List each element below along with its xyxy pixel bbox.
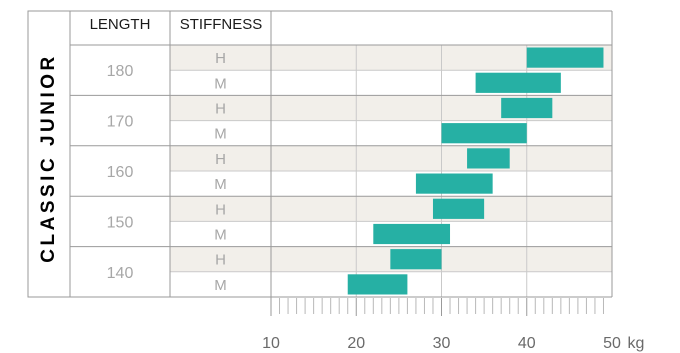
stiffness-label: M [214,75,227,92]
range-bar [373,223,451,245]
stiffness-label: H [215,201,226,218]
range-bar [467,148,510,169]
length-label: 180 [107,63,134,80]
x-tick-label: 20 [347,335,365,352]
range-bar [347,274,408,295]
range-bars [347,47,604,295]
stiffness-label: H [215,252,226,269]
x-tick-label: 30 [433,335,451,352]
length-label: 150 [107,214,134,231]
x-axis-labels: 10 20 30 40 50 [262,335,621,352]
range-bar [441,123,527,144]
chart-title: CLASSIC JUNIOR [38,53,59,262]
stiffness-label: M [214,176,227,193]
x-axis-minor-ticks [279,298,604,316]
length-label: 140 [107,265,134,282]
header-stiffness: STIFFNESS [180,16,263,33]
x-tick-label: 40 [518,335,536,352]
range-bar [526,47,604,68]
header-length: LENGTH [90,16,151,33]
stiffness-label: H [215,151,226,168]
x-axis-unit: kg [628,335,645,352]
range-bar [501,97,553,119]
stiffness-label: M [214,277,227,294]
stiffness-label: H [215,50,226,67]
x-tick-label: 50 [603,335,621,352]
range-bar [432,198,485,219]
length-label: 170 [107,114,134,131]
stiffness-label: M [214,126,227,143]
stiffness-label: H [215,101,226,118]
range-bar [415,173,493,194]
length-label: 160 [107,164,134,181]
title-bar [27,10,71,298]
table-borders [27,10,613,316]
length-labels: 180 170 160 150 140 [107,63,134,282]
row-band [170,145,612,171]
row-band [170,196,612,222]
stiffness-label: M [214,227,227,244]
range-bar [475,72,561,93]
range-bar [390,249,442,270]
x-tick-label: 10 [262,335,280,352]
